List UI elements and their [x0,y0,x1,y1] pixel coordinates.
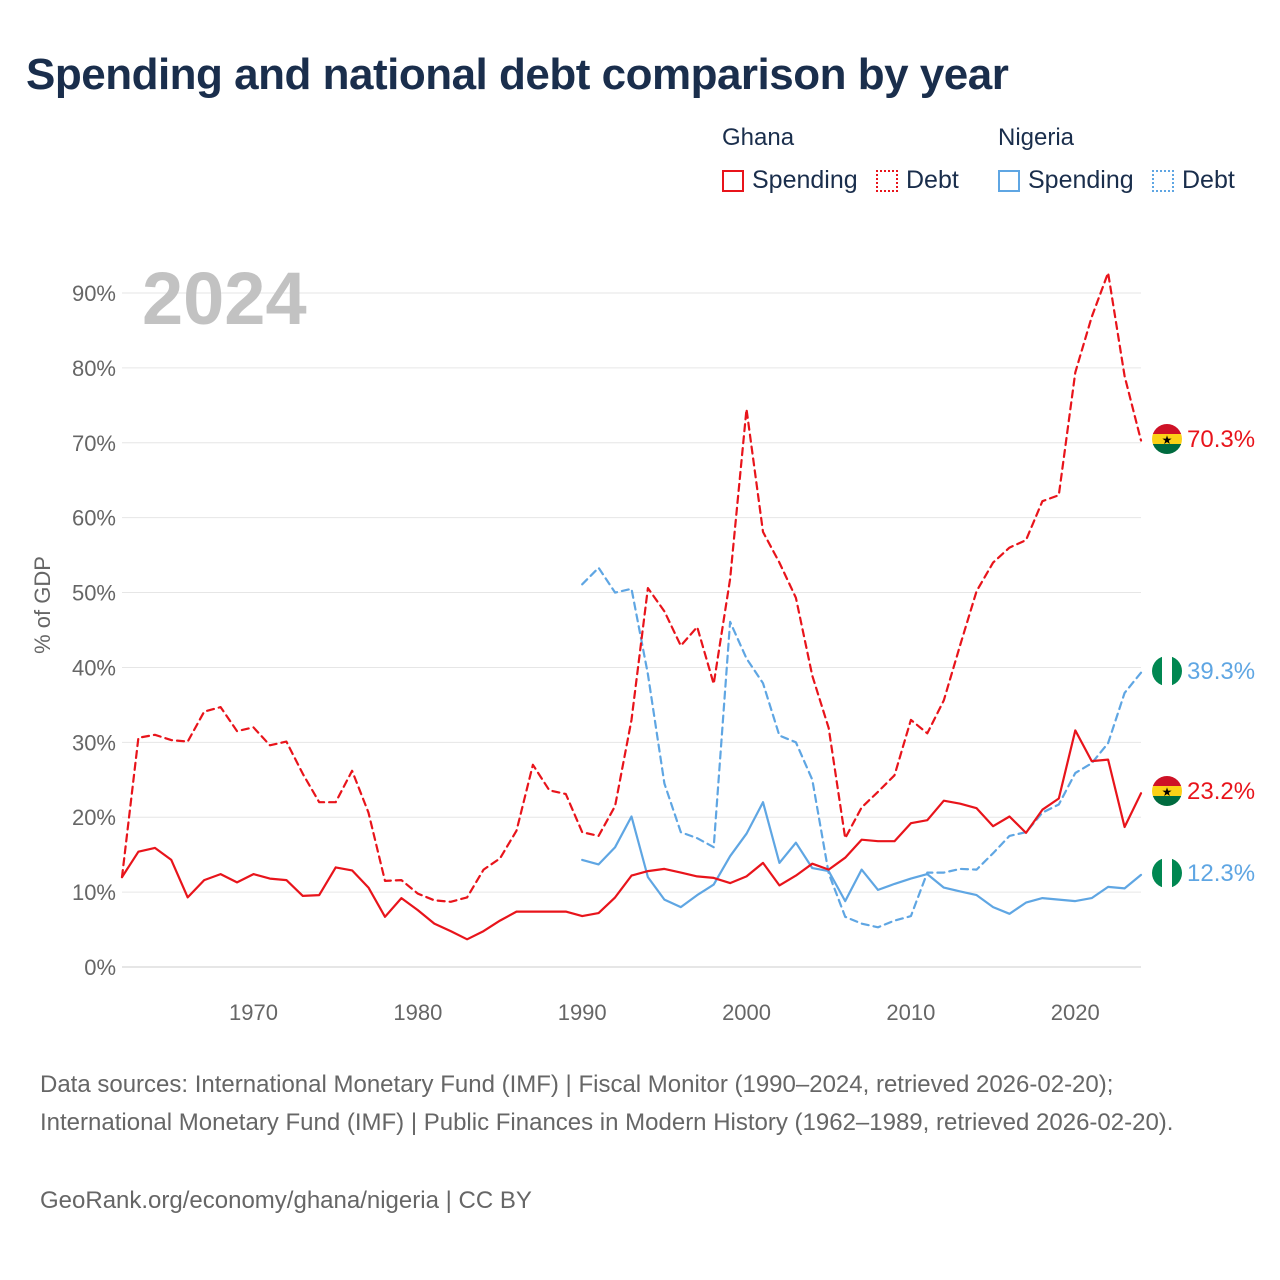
x-tick-label: 1970 [229,1000,278,1025]
credit-link[interactable]: GeoRank.org/economy/ghana/nigeria | CC B… [40,1187,532,1214]
y-tick-label: 0% [84,955,116,980]
legend-nigeria-debt[interactable]: Debt [1152,166,1235,195]
svg-text:★: ★ [1162,433,1173,447]
line-chart: 0%10%20%30%40%50%60%70%80%90% 1970 1980 19… [30,257,1255,1025]
y-tick-label: 20% [72,805,116,830]
legend-swatch-ghana-debt [876,169,898,192]
series-lines [120,271,1143,941]
legend-swatch-ghana-spending [722,169,744,192]
legend-swatch-nigeria-spending [998,169,1020,192]
x-tick-label: 2020 [1051,1000,1100,1025]
y-tick-label: 30% [72,730,116,755]
legend-ghana-spending[interactable]: Spending [722,166,858,195]
x-tick-label: 2010 [886,1000,935,1025]
end-label-ghana-spending: 23.2% [1187,778,1255,805]
svg-text:★: ★ [1162,785,1173,799]
y-tick-label: 90% [72,281,116,306]
gridlines [122,292,1141,968]
year-label: 2024 [142,257,307,340]
end-label-ghana-debt: 70.3% [1187,426,1255,453]
series-line-ghana-spending[interactable] [120,729,1143,941]
x-tick-label: 2000 [722,1000,771,1025]
x-axis: 1970 1980 1990 2000 2010 2020 [229,1000,1100,1025]
nigeria-flag-icon [1152,858,1182,888]
x-tick-label: 1980 [393,1000,442,1025]
series-line-nigeria-debt[interactable] [581,566,1143,929]
x-tick-label: 1990 [558,1000,607,1025]
legend-group-ghana: Ghana [722,124,795,151]
chart-title: Spending and national debt comparison by… [26,50,1009,99]
legend-swatch-nigeria-debt [1152,169,1174,192]
legend-ghana-debt[interactable]: Debt [876,166,959,195]
y-tick-label: 80% [72,356,116,381]
y-tick-label: 40% [72,655,116,680]
ghana-flag-icon: ★ [1152,776,1182,806]
ghana-flag-icon: ★ [1152,424,1182,454]
nigeria-flag-icon [1152,656,1182,686]
legend-label: Spending [752,166,858,194]
y-tick-label: 10% [72,880,116,905]
series-line-ghana-debt[interactable] [120,271,1143,903]
y-tick-label: 70% [72,431,116,456]
legend-label: Spending [1028,166,1134,194]
data-sources: Data sources: International Monetary Fun… [40,1071,1174,1136]
legend-group-nigeria: Nigeria [998,124,1075,151]
y-tick-label: 50% [72,581,116,606]
legend-label: Debt [1182,166,1235,194]
end-label-nigeria-spending: 12.3% [1187,860,1255,887]
series-line-nigeria-spending[interactable] [581,801,1143,915]
legend-label: Debt [906,166,959,194]
y-axis-title: % of GDP [30,556,55,654]
y-axis: 0% 10% 20% 30% 40% 50% 60% 70% 80% 90% [72,281,116,980]
legend-nigeria-spending[interactable]: Spending [998,166,1134,195]
y-tick-label: 60% [72,506,116,531]
end-label-nigeria-debt: 39.3% [1187,658,1255,685]
